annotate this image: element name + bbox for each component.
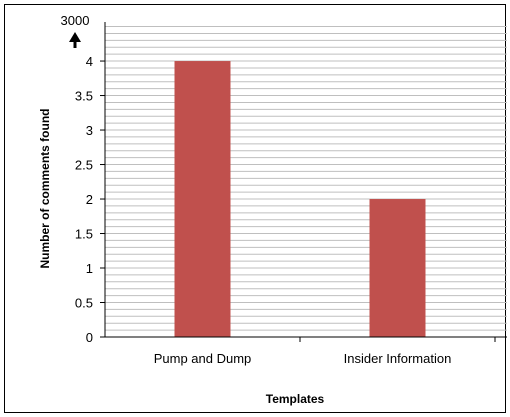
y-tick-label: 1.5	[75, 227, 93, 242]
y-tick-label: 4	[86, 54, 93, 69]
gridlines	[105, 26, 507, 338]
x-tick-labels: Pump and Dump Insider Information	[154, 337, 496, 366]
y-axis-title: Number of comments found	[38, 108, 52, 268]
y-tick-label: 1	[86, 261, 93, 276]
chart-frame: 0 0.5 1 1.5 2 2.5 3 3.5 4 Pump and Dump Insider I…	[4, 4, 507, 413]
y-tick-label: 2.5	[75, 158, 93, 173]
y-tick-label: 0	[86, 330, 93, 345]
y-tick-label: 3	[86, 123, 93, 138]
y-axis-break-arrow-icon	[69, 32, 81, 48]
bars	[174, 61, 426, 337]
y-tick-labels: 0 0.5 1 1.5 2 2.5 3 3.5 4	[75, 54, 105, 345]
axes	[104, 22, 507, 338]
x-tick-label: Pump and Dump	[154, 351, 252, 366]
y-tick-label: 2	[86, 192, 93, 207]
x-axis-title: Templates	[266, 392, 325, 406]
bar	[369, 199, 426, 337]
x-tick-label: Insider Information	[344, 351, 452, 366]
y-tick-label: 0.5	[75, 296, 93, 311]
bar-chart: 0 0.5 1 1.5 2 2.5 3 3.5 4 Pump and Dump Insider I…	[38, 13, 507, 406]
y-axis-break-label: 3000	[61, 13, 90, 28]
y-tick-label: 3.5	[75, 89, 93, 104]
bar	[174, 61, 231, 337]
